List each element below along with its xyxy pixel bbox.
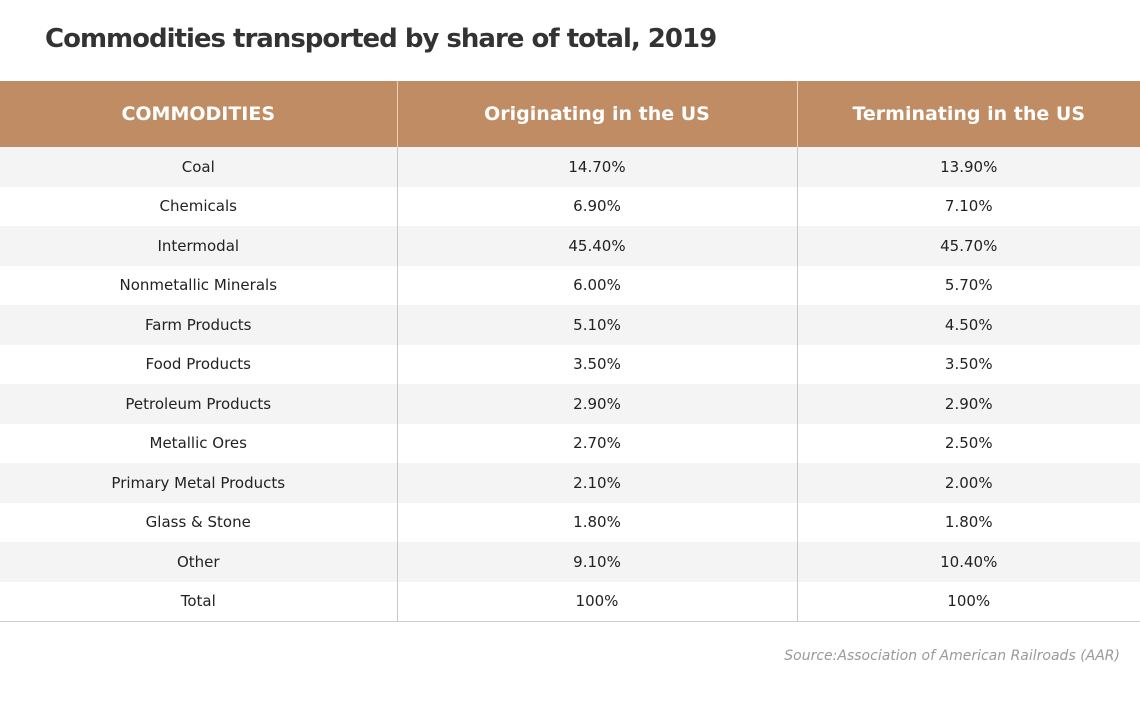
- cell-commodity: Glass & Stone: [0, 502, 397, 542]
- cell-terminating: 10.40%: [796, 542, 1140, 582]
- chart-title: Commodities transported by share of tota…: [45, 24, 717, 54]
- cell-originating: 45.40%: [396, 226, 797, 266]
- table-row: Farm Products 5.10% 4.50%: [0, 305, 1140, 345]
- data-table: COMMODITIES Originating in the US Termin…: [0, 81, 1140, 622]
- cell-originating: 9.10%: [396, 542, 797, 582]
- cell-originating: 5.10%: [396, 305, 797, 345]
- cell-originating: 14.70%: [396, 147, 797, 187]
- cell-terminating: 2.00%: [796, 463, 1140, 503]
- table-row: Total 100% 100%: [0, 581, 1140, 622]
- cell-originating: 6.90%: [396, 186, 797, 226]
- cell-commodity: Food Products: [0, 344, 397, 384]
- column-header-originating: Originating in the US: [396, 81, 797, 147]
- table-row: Chemicals 6.90% 7.10%: [0, 186, 1140, 226]
- table-row: Glass & Stone 1.80% 1.80%: [0, 502, 1140, 542]
- cell-originating: 3.50%: [396, 344, 797, 384]
- cell-terminating: 3.50%: [796, 344, 1140, 384]
- cell-originating: 6.00%: [396, 265, 797, 305]
- table-row: Nonmetallic Minerals 6.00% 5.70%: [0, 265, 1140, 305]
- cell-commodity: Other: [0, 542, 397, 582]
- cell-commodity: Chemicals: [0, 186, 397, 226]
- cell-terminating: 5.70%: [796, 265, 1140, 305]
- cell-commodity: Total: [0, 581, 397, 622]
- column-header-commodities: COMMODITIES: [0, 81, 397, 147]
- cell-originating: 1.80%: [396, 502, 797, 542]
- cell-commodity: Nonmetallic Minerals: [0, 265, 397, 305]
- table-row: Other 9.10% 10.40%: [0, 542, 1140, 582]
- cell-terminating: 13.90%: [796, 147, 1140, 187]
- cell-commodity: Farm Products: [0, 305, 397, 345]
- data-table-container: COMMODITIES Originating in the US Termin…: [0, 81, 1140, 622]
- cell-terminating: 45.70%: [796, 226, 1140, 266]
- table-body: Coal 14.70% 13.90% Chemicals 6.90% 7.10% Inter…: [0, 147, 1140, 622]
- table-row: Food Products 3.50% 3.50%: [0, 344, 1140, 384]
- cell-originating: 100%: [396, 581, 797, 622]
- column-header-terminating: Terminating in the US: [796, 81, 1140, 147]
- cell-commodity: Primary Metal Products: [0, 463, 397, 503]
- cell-terminating: 7.10%: [796, 186, 1140, 226]
- cell-originating: 2.90%: [396, 384, 797, 424]
- table-row: Primary Metal Products 2.10% 2.00%: [0, 463, 1140, 503]
- cell-terminating: 2.90%: [796, 384, 1140, 424]
- cell-commodity: Coal: [0, 147, 397, 187]
- table-header-row: COMMODITIES Originating in the US Termin…: [0, 81, 1140, 147]
- cell-terminating: 2.50%: [796, 423, 1140, 463]
- cell-commodity: Metallic Ores: [0, 423, 397, 463]
- cell-originating: 2.70%: [396, 423, 797, 463]
- cell-commodity: Intermodal: [0, 226, 397, 266]
- table-row: Coal 14.70% 13.90%: [0, 147, 1140, 187]
- source-note: Source:Association of American Railroads…: [784, 648, 1120, 664]
- cell-terminating: 1.80%: [796, 502, 1140, 542]
- table-row: Metallic Ores 2.70% 2.50%: [0, 423, 1140, 463]
- cell-terminating: 100%: [796, 581, 1140, 622]
- cell-originating: 2.10%: [396, 463, 797, 503]
- table-row: Petroleum Products 2.90% 2.90%: [0, 384, 1140, 424]
- table-row: Intermodal 45.40% 45.70%: [0, 226, 1140, 266]
- table-header: COMMODITIES Originating in the US Termin…: [0, 81, 1140, 147]
- cell-terminating: 4.50%: [796, 305, 1140, 345]
- cell-commodity: Petroleum Products: [0, 384, 397, 424]
